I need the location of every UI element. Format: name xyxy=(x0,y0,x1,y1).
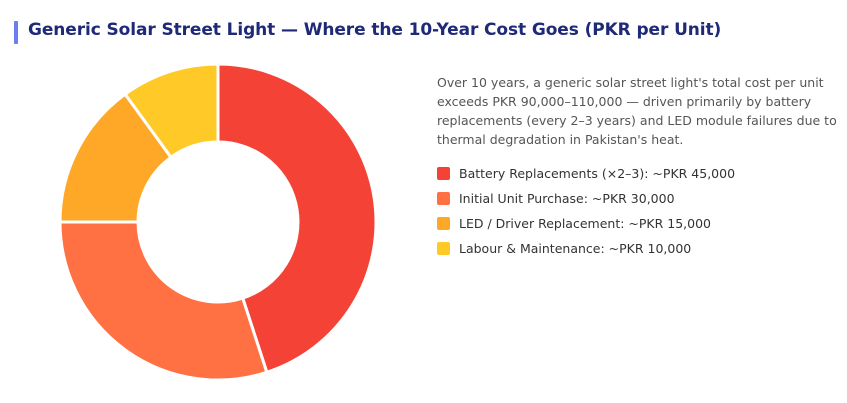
title-accent-bar xyxy=(14,21,18,44)
legend-label: Labour & Maintenance: ~PKR 10,000 xyxy=(459,241,692,256)
legend-item-battery[interactable]: Battery Replacements (×2–3): ~PKR 45,000 xyxy=(437,161,735,186)
legend-swatch xyxy=(437,192,450,205)
donut-slice-labour[interactable] xyxy=(123,62,220,160)
legend-item-labour[interactable]: Labour & Maintenance: ~PKR 10,000 xyxy=(437,236,735,261)
legend-item-initial-purchase[interactable]: Initial Unit Purchase: ~PKR 30,000 xyxy=(437,186,735,211)
chart-legend: Battery Replacements (×2–3): ~PKR 45,000… xyxy=(437,161,735,261)
legend-swatch xyxy=(437,242,450,255)
donut-slice-battery[interactable] xyxy=(216,62,378,375)
legend-label: Battery Replacements (×2–3): ~PKR 45,000 xyxy=(459,166,736,181)
donut-slice-initial-purchase[interactable] xyxy=(58,220,269,382)
legend-label: Initial Unit Purchase: ~PKR 30,000 xyxy=(459,191,675,206)
legend-label: LED / Driver Replacement: ~PKR 15,000 xyxy=(459,216,712,231)
donut-chart xyxy=(58,62,378,382)
chart-title: Generic Solar Street Light — Where the 1… xyxy=(28,20,722,40)
legend-item-led-driver[interactable]: LED / Driver Replacement: ~PKR 15,000 xyxy=(437,211,735,236)
legend-swatch xyxy=(437,167,450,180)
legend-swatch xyxy=(437,217,450,230)
chart-description: Over 10 years, a generic solar street li… xyxy=(437,75,837,147)
